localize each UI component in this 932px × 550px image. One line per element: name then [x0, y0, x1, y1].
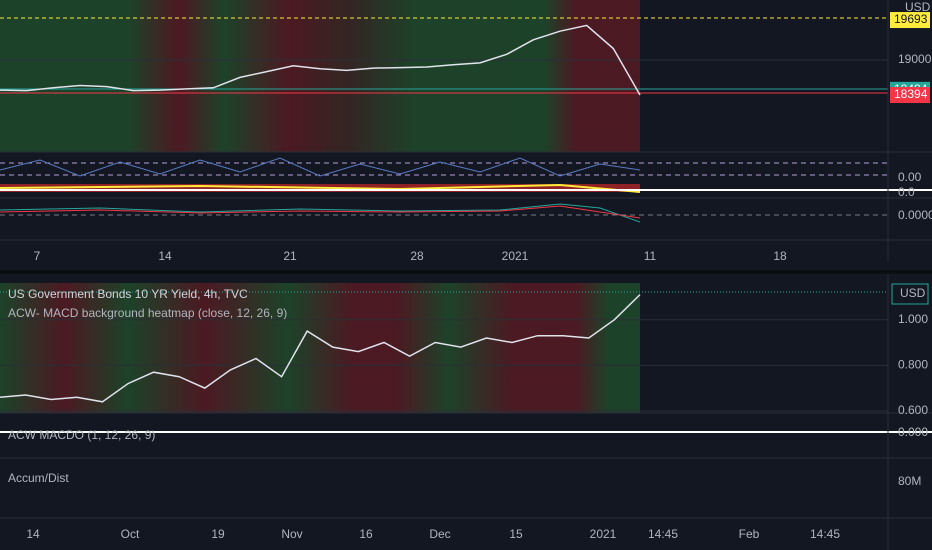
- x-label: 11: [644, 249, 657, 263]
- currency-box: [891, 283, 929, 305]
- x-label: Oct: [121, 527, 140, 541]
- heatmap: [0, 0, 640, 152]
- oscillator: [0, 157, 641, 177]
- x-axis-bottom: 14 Oct 19 Nov 16 Dec 15 2021 14:45 Feb 1…: [26, 527, 840, 541]
- price-tag-label: 18394: [894, 87, 928, 101]
- price-line: [0, 24, 641, 96]
- y-tick-label: 19000: [898, 52, 932, 66]
- symbol-title: US Government Bonds 10 YR Yield, 4h, TVC: [8, 287, 248, 301]
- x-label: 2021: [502, 249, 529, 263]
- indicator-title: ACW- MACD background heatmap (close, 12,…: [8, 306, 287, 320]
- price-tag: [890, 12, 930, 29]
- x-label: 18: [773, 249, 787, 263]
- x-label: 14: [158, 249, 172, 263]
- x-label: Dec: [429, 527, 450, 541]
- x-label: 16: [359, 527, 373, 541]
- x-label: 14: [26, 527, 40, 541]
- x-label: 7: [34, 249, 41, 263]
- acw-line: [0, 203, 641, 223]
- pane-value: 0.00: [898, 170, 922, 184]
- heatmap: [0, 283, 640, 413]
- y-tick-label: 1.000: [898, 312, 928, 326]
- x-label: 14:45: [810, 527, 840, 541]
- currency: USD: [900, 286, 926, 300]
- price-tag: [890, 87, 930, 104]
- currency: USD: [905, 0, 931, 14]
- x-label: 19: [211, 527, 225, 541]
- pane-value: 80M: [898, 474, 921, 488]
- x-label: 21: [283, 249, 297, 263]
- indicator-title: Accum/Dist: [8, 471, 69, 485]
- x-label: 2021: [590, 527, 617, 541]
- price-tag-label: 19693: [894, 12, 928, 26]
- price-line: [0, 294, 641, 403]
- x-label: 28: [410, 249, 424, 263]
- x-label: 14:45: [648, 527, 678, 541]
- y-tick-label: 0.800: [898, 358, 928, 372]
- pane-value: 0.000: [898, 425, 928, 439]
- pane-value: 0.0000: [898, 208, 932, 222]
- x-label: 15: [509, 527, 523, 541]
- x-label: Feb: [739, 527, 760, 541]
- pane-value: 0.0: [898, 185, 915, 199]
- y-tick-label: 0.600: [898, 403, 928, 417]
- x-axis-top: 7 14 21 28 2021 11 18: [34, 249, 787, 263]
- x-label: Nov: [281, 527, 302, 541]
- acw-line: [0, 205, 641, 219]
- splitter: [0, 270, 932, 274]
- indicator-title: ACW MACDO (1, 12, 26, 9): [8, 428, 155, 442]
